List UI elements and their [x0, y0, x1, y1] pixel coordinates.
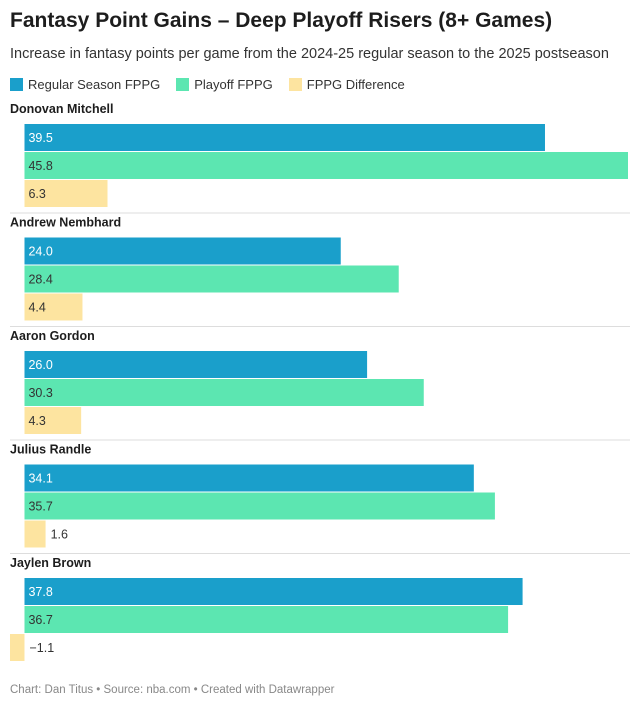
value-label-regular-aaron-gordon: 26.0 — [28, 358, 52, 372]
value-label-difference-andrew-nembhard: 4.4 — [28, 301, 45, 315]
legend: Regular Season FPPG Playoff FPPG FPPG Di… — [10, 76, 421, 92]
legend-swatch-difference — [288, 77, 302, 91]
legend-label-difference: FPPG Difference — [306, 76, 405, 92]
category-label-jaylen-brown: Jaylen Brown — [10, 556, 91, 570]
bar-difference-aaron-gordon — [24, 407, 82, 434]
bar-difference-donovan-mitchell — [24, 180, 108, 207]
bar-playoff-andrew-nembhard — [24, 265, 399, 293]
bar-regular-julius-randle — [24, 464, 474, 492]
bar-playoff-julius-randle — [24, 492, 495, 520]
bar-chart: Donovan Mitchell 39.5 45.8 6.3 Andrew Nembha… — [10, 102, 630, 661]
legend-label-regular: Regular Season FPPG — [28, 76, 161, 92]
value-label-difference-jaylen-brown: −1.1 — [29, 641, 54, 655]
value-label-playoff-donovan-mitchell: 45.8 — [28, 159, 52, 173]
value-label-difference-donovan-mitchell: 6.3 — [28, 187, 45, 201]
bar-difference-andrew-nembhard — [24, 293, 83, 321]
bar-difference-jaylen-brown — [10, 634, 25, 661]
chart-subtitle: Increase in fantasy points per game from… — [10, 46, 609, 62]
chart-title: Fantasy Point Gains – Deep Playoff Riser… — [10, 9, 553, 32]
value-label-playoff-julius-randle: 35.7 — [28, 500, 52, 514]
legend-item-playoff: Playoff FPPG — [176, 77, 273, 92]
chart-footer: Chart: Dan Titus • Source: nba.com • Cre… — [10, 684, 335, 696]
bar-playoff-jaylen-brown — [24, 606, 509, 633]
legend-swatch-regular — [10, 77, 23, 91]
bar-playoff-donovan-mitchell — [24, 152, 628, 179]
value-label-regular-julius-randle: 34.1 — [28, 472, 52, 486]
bar-regular-andrew-nembhard — [24, 237, 341, 265]
value-label-difference-julius-randle: 1.6 — [51, 528, 68, 542]
legend-swatch-playoff — [176, 77, 190, 91]
value-label-playoff-aaron-gordon: 30.3 — [28, 386, 52, 400]
bar-regular-aaron-gordon — [24, 351, 368, 378]
category-label-donovan-mitchell: Donovan Mitchell — [10, 102, 113, 116]
value-label-difference-aaron-gordon: 4.3 — [28, 414, 45, 428]
category-label-julius-randle: Julius Randle — [10, 443, 91, 457]
category-label-aaron-gordon: Aaron Gordon — [10, 329, 95, 343]
value-label-regular-andrew-nembhard: 24.0 — [28, 245, 52, 259]
value-label-regular-donovan-mitchell: 39.5 — [28, 131, 52, 145]
bar-difference-julius-randle — [24, 520, 46, 548]
bar-regular-donovan-mitchell — [24, 124, 545, 151]
legend-item-regular: Regular Season FPPG — [10, 77, 160, 92]
legend-item-difference: FPPG Difference — [288, 76, 405, 92]
legend-label-playoff: Playoff FPPG — [194, 76, 273, 92]
bar-playoff-aaron-gordon — [24, 379, 424, 406]
value-label-playoff-andrew-nembhard: 28.4 — [28, 273, 52, 287]
value-label-playoff-jaylen-brown: 36.7 — [28, 613, 52, 627]
category-label-andrew-nembhard: Andrew Nembhard — [10, 216, 121, 230]
value-label-regular-jaylen-brown: 37.8 — [28, 585, 52, 599]
bar-regular-jaylen-brown — [24, 578, 523, 605]
